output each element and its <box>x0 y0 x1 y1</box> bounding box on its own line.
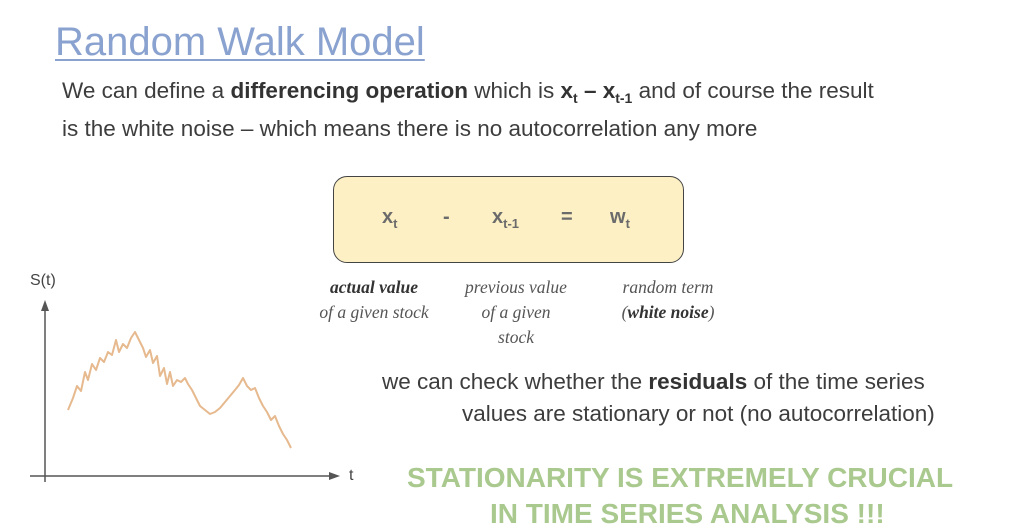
caption-actual-value: actual value of a given stock <box>319 277 429 322</box>
residuals-line-1: we can check whether the residuals of th… <box>382 369 925 394</box>
residuals-line-2: values are stationary or not (no autocor… <box>462 401 935 426</box>
intro-text: and of course the result <box>632 78 874 103</box>
x-axis-arrow-icon <box>329 472 340 480</box>
intro-text: We can define a <box>62 78 231 103</box>
caption-previous-value: previous value of a given stock <box>465 277 567 347</box>
random-walk-graph: S(t) t <box>30 272 354 484</box>
equation-x-t-1: xt-1 <box>492 206 520 231</box>
y-axis-label: S(t) <box>30 272 56 289</box>
intro-line-1: We can define a differencing operation w… <box>62 78 874 106</box>
intro-xprev-term: xt-1 <box>602 78 633 106</box>
equation-equals: = <box>561 206 573 228</box>
intro-text: which is <box>467 78 561 103</box>
intro-minus: – <box>577 78 603 103</box>
y-axis-arrow-icon <box>41 300 49 311</box>
stationarity-highlight-line-1: STATIONARITY IS EXTREMELY CRUCIAL <box>407 462 954 493</box>
intro-x-term: xt <box>560 78 578 106</box>
equation-box: xt - xt-1 = wt <box>333 176 684 263</box>
equation-minus: - <box>443 206 450 228</box>
equation-w-t: wt <box>610 206 630 231</box>
intro-bold-term: differencing operation <box>230 78 468 103</box>
residuals-bold: residuals <box>648 369 748 394</box>
random-walk-line <box>67 331 292 449</box>
x-axis-label: t <box>349 467 354 484</box>
equation-x-t: xt <box>382 206 398 231</box>
stationarity-highlight-line-2: IN TIME SERIES ANALYSIS !!! <box>490 498 885 529</box>
caption-random-term: random term (white noise) <box>621 277 715 322</box>
intro-line-2: is the white noise – which means there i… <box>62 116 758 141</box>
slide-title: Random Walk Model <box>55 20 425 64</box>
